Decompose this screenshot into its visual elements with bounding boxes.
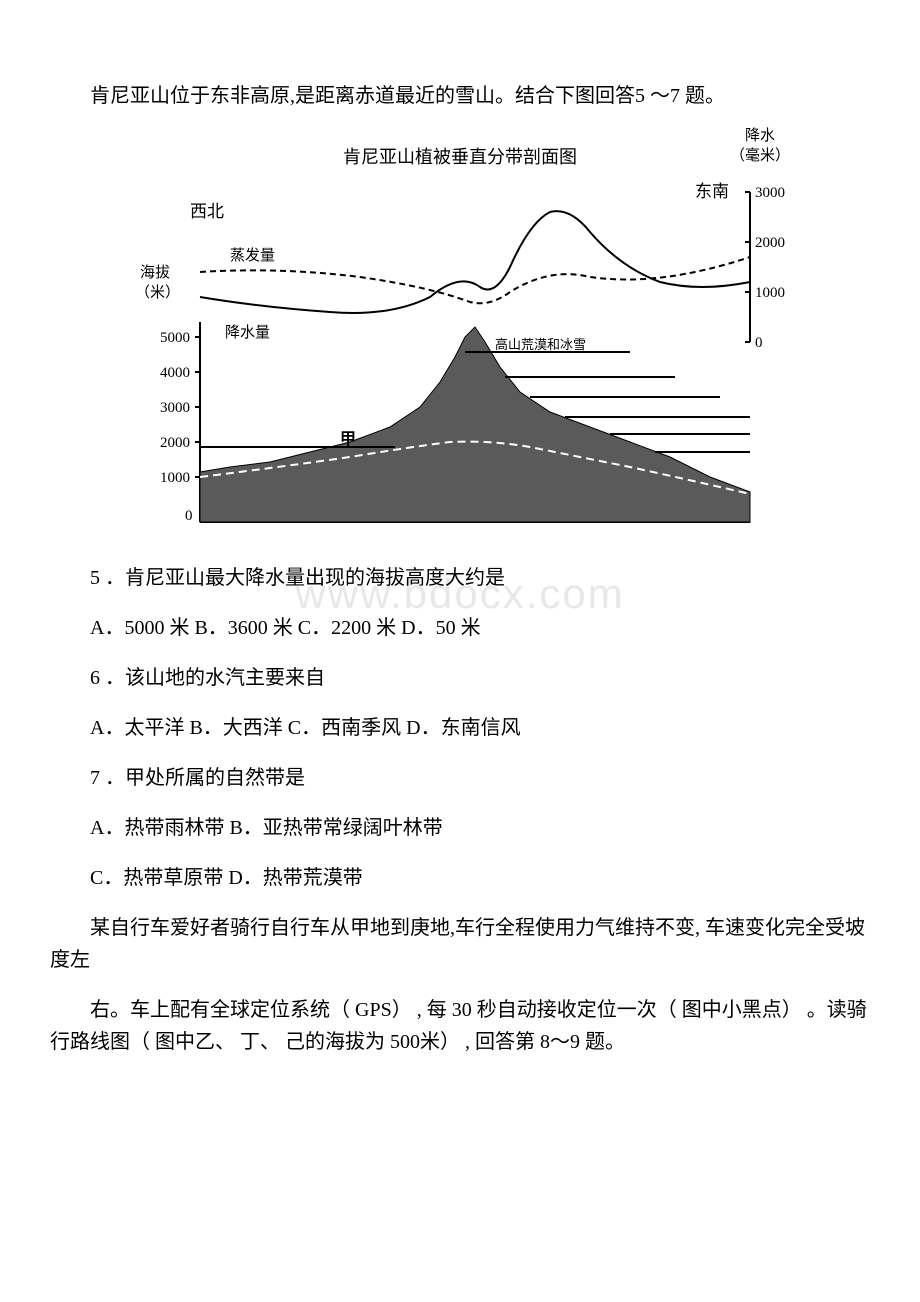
chart-title-row: 肯尼亚山植被垂直分带剖面图 降水 （毫米） — [130, 132, 790, 172]
zone-label-shinan: 石南灌丛 — [570, 382, 622, 397]
intro-paragraph: 肯尼亚山位于东非高原,是距离赤道最近的雪山。结合下图回答5 ～7 题。 — [50, 80, 870, 112]
zone-label-bamboo: 竹林 — [700, 419, 726, 434]
intro2-paragraph: 某自行车爱好者骑行自行车从甲地到庚地,车行全程使用力气维持不变, 车速变化完全受… — [50, 912, 870, 976]
chart-container: 肯尼亚山植被垂直分带剖面图 降水 （毫米） 3000 2000 1000 0 西… — [130, 132, 790, 532]
precip-tick-label-3000: 3000 — [755, 185, 785, 201]
elev-tick-3000: 3000 — [160, 400, 190, 416]
content-layer: 肯尼亚山位于东非高原,是距离赤道最近的雪山。结合下图回答5 ～7 题。 肯尼亚山… — [50, 80, 870, 1058]
zone-label-jia-right: 甲 — [710, 463, 726, 481]
right-direction-label: 东南 — [695, 182, 729, 201]
evap-label: 蒸发量 — [230, 247, 275, 264]
elev-tick-1000: 1000 — [160, 470, 190, 486]
elev-tick-2000: 2000 — [160, 435, 190, 451]
question-7: 7 ．甲处所属的自然带是 — [50, 762, 870, 794]
precip-tick-label-1000: 1000 — [755, 285, 785, 301]
elev-label-unit: （米） — [135, 284, 180, 301]
zone-label-jia-left: 甲 — [340, 430, 356, 448]
zone-label-mountain-rain: 山地雨林 — [660, 436, 712, 451]
question-7-options-a: A．热带雨林带 B．亚热带常绿阔叶林带 — [50, 812, 870, 844]
mountain-silhouette — [200, 327, 750, 522]
precip-label-unit: （毫米） — [730, 148, 790, 164]
question-5: 5 ．肯尼亚山最大降水量出现的海拔高度大约是 — [50, 562, 870, 594]
precip-tick-label-2000: 2000 — [755, 235, 785, 251]
evaporation-curve — [200, 257, 750, 303]
chart-title: 肯尼亚山植被垂直分带剖面图 — [343, 143, 577, 172]
left-direction-label: 西北 — [190, 202, 224, 221]
precip-label-top: 降水 — [745, 128, 775, 144]
zone-label-desert: 高山荒漠和冰雪 — [495, 337, 586, 352]
mountain-profile-chart: 3000 2000 1000 0 西北 东南 海拔 （米） 5000 4000 … — [130, 172, 790, 532]
elev-tick-0: 0 — [185, 508, 193, 524]
precipitation-curve — [200, 211, 750, 313]
question-7-options-c: C．热带草原带 D．热带荒漠带 — [50, 862, 870, 894]
zone-label-rose: 蔷薇科组成的森林 — [585, 402, 689, 417]
question-6: 6 ．该山地的水汽主要来自 — [50, 662, 870, 694]
elev-label-top: 海拔 — [140, 264, 170, 281]
zone-label-swamp: 高山沼泽与半边莲 — [510, 362, 614, 377]
precip-tick-label-0: 0 — [755, 335, 763, 351]
question-6-options: A．太平洋 B．大西洋 C．西南季风 D．东南信风 — [50, 712, 870, 744]
intro2b-paragraph: 右。车上配有全球定位系统（ GPS） , 每 30 秒自动接收定位一次（ 图中小… — [50, 994, 870, 1058]
question-5-options: A．5000 米 B．3600 米 C．2200 米 D．50 米 — [50, 612, 870, 644]
elev-tick-4000: 4000 — [160, 365, 190, 381]
elev-tick-5000: 5000 — [160, 330, 190, 346]
precip-line-label: 降水量 — [225, 324, 270, 341]
precip-axis-label: 降水 （毫米） — [730, 127, 790, 166]
